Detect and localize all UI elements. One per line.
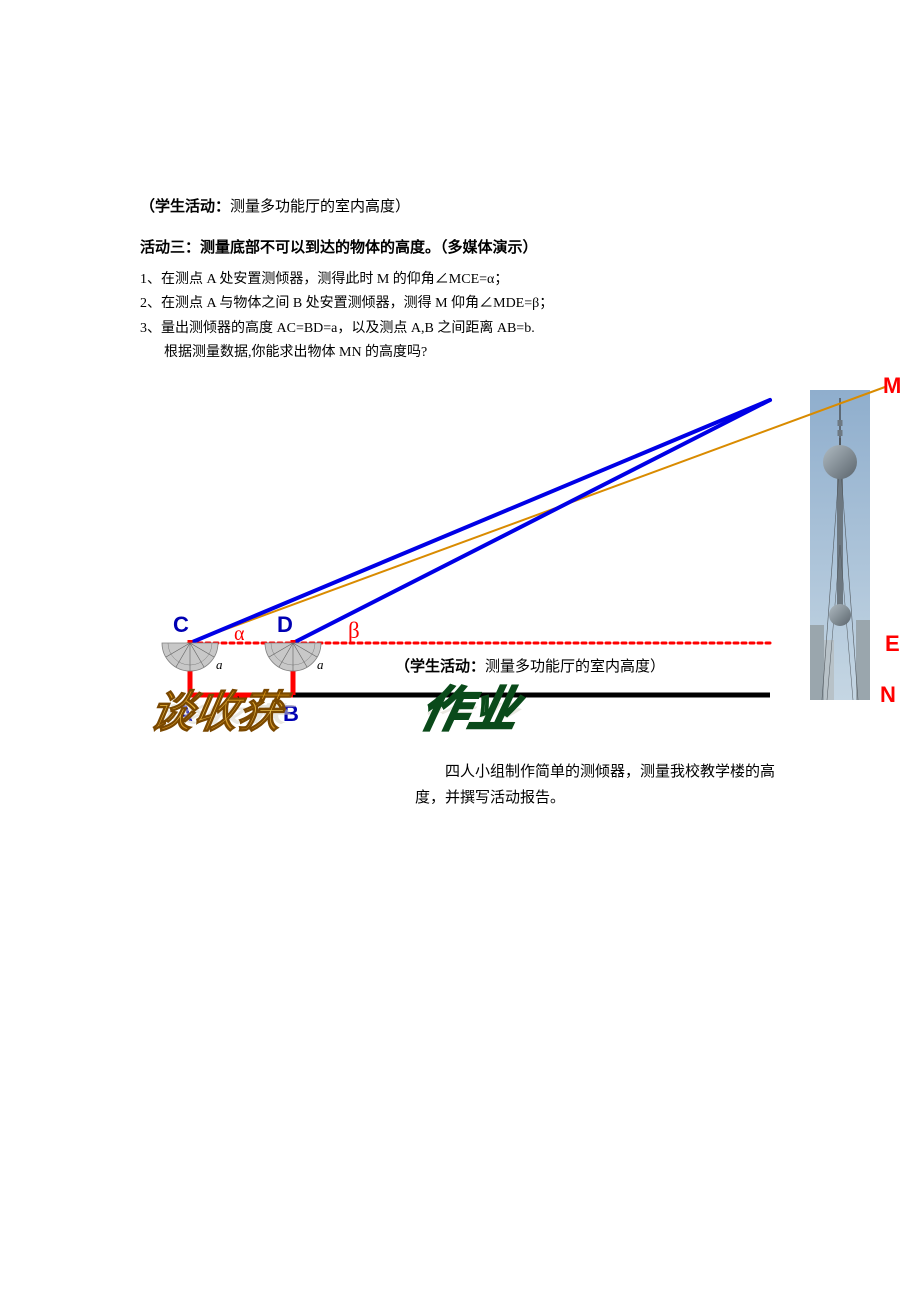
label-E: E xyxy=(885,631,900,657)
label-a2: a xyxy=(317,657,324,673)
homework-body: 四人小组制作简单的测倾器，测量我校教学楼的高度，并撰写活动报告。 xyxy=(415,760,775,811)
student-activity-2-rest: 测量多功能厅的室内高度） xyxy=(485,659,665,675)
harvest-wordart: 谈收获 谈收获 xyxy=(150,685,330,770)
student-activity-1: （学生活动：测量多功能厅的室内高度） xyxy=(140,195,780,216)
label-M: M xyxy=(883,373,901,399)
student-activity-1-bold: （学生活动： xyxy=(140,199,230,215)
step-question: 根据测量数据,你能求出物体 MN 的高度吗? xyxy=(140,342,780,364)
student-activity-2-bold: （学生活动： xyxy=(395,659,485,675)
homework-wordart: 作业 作业 xyxy=(420,680,570,765)
label-N: N xyxy=(880,682,896,708)
label-D: D xyxy=(277,612,293,638)
label-C: C xyxy=(173,612,189,638)
label-alpha: α xyxy=(234,623,244,646)
student-activity-1-rest: 测量多功能厅的室内高度） xyxy=(230,199,410,215)
student-activity-2: （学生活动：测量多功能厅的室内高度） xyxy=(395,655,665,676)
label-a1: a xyxy=(216,657,223,673)
svg-text:作业: 作业 xyxy=(420,683,528,736)
step-2: 2、在测点 A 与物体之间 B 处安置测倾器，测得 M 仰角∠MDE=β； xyxy=(140,293,780,315)
activity-title: 活动三：测量底部不可以到达的物体的高度。（多媒体演示） xyxy=(140,236,780,257)
step-3: 3、量出测倾器的高度 AC=BD=a，以及测点 A,B 之间距离 AB=b. xyxy=(140,318,780,340)
step-1: 1、在测点 A 处安置测倾器，测得此时 M 的仰角∠MCE=α； xyxy=(140,269,780,291)
svg-text:谈收获: 谈收获 xyxy=(150,688,294,737)
label-beta: β xyxy=(348,618,360,644)
